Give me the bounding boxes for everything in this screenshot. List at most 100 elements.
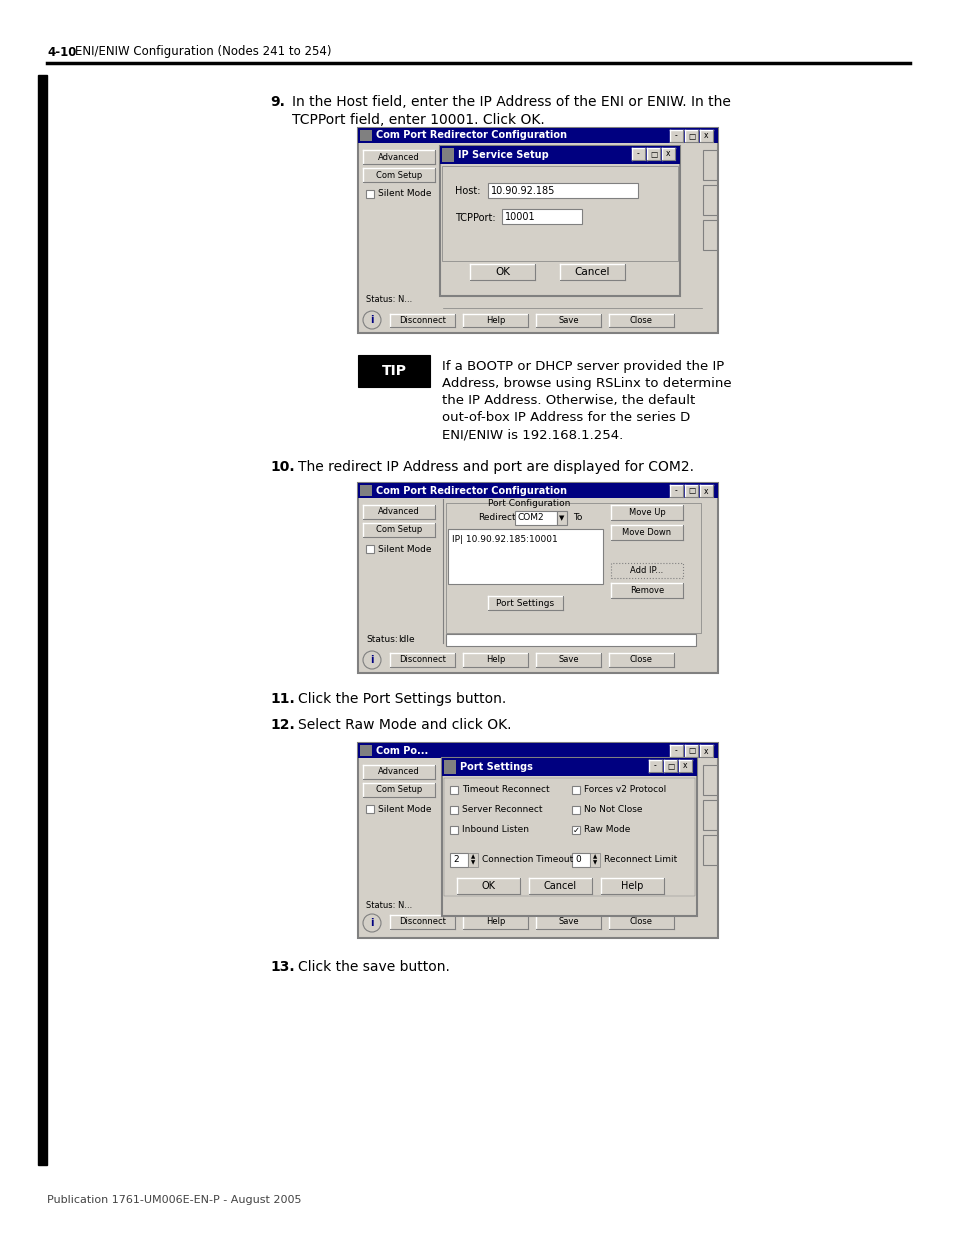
Bar (468, 853, 477, 867)
Bar (669, 130, 682, 142)
Text: The redirect IP Address and port are displayed for COM2.: The redirect IP Address and port are dis… (297, 459, 693, 474)
Bar (536, 915, 600, 929)
Text: Idle: Idle (397, 636, 415, 645)
Bar (572, 806, 579, 814)
Text: Forces v2 Protocol: Forces v2 Protocol (583, 785, 665, 794)
Text: Advanced: Advanced (377, 508, 419, 516)
Text: x: x (703, 746, 708, 756)
Text: IP| 10.90.92.185:10001: IP| 10.90.92.185:10001 (452, 535, 558, 543)
Text: 11.: 11. (270, 692, 294, 706)
Bar (366, 190, 374, 198)
Bar (38, 75, 47, 1165)
Text: ENI/ENIW is 192.168.1.254.: ENI/ENIW is 192.168.1.254. (441, 429, 622, 441)
Bar (572, 785, 579, 794)
Bar (684, 485, 698, 496)
Text: OK: OK (481, 881, 495, 890)
Text: OK: OK (495, 267, 510, 277)
Bar (439, 146, 679, 296)
Text: x: x (703, 487, 708, 495)
Text: In the Host field, enter the IP Address of the ENI or ENIW. In the: In the Host field, enter the IP Address … (292, 95, 730, 109)
Bar (363, 783, 435, 797)
Text: Close: Close (629, 316, 652, 325)
Bar (501, 209, 581, 224)
Bar (536, 653, 600, 667)
Text: -: - (675, 131, 678, 141)
Text: i: i (370, 918, 374, 927)
Bar (669, 745, 682, 757)
Bar (439, 146, 679, 164)
Text: Port Settings: Port Settings (496, 599, 554, 608)
Text: Save: Save (558, 918, 578, 926)
Bar (359, 130, 372, 141)
Bar (450, 806, 457, 814)
Text: Inbound Listen: Inbound Listen (461, 825, 529, 835)
Bar (702, 185, 717, 215)
Text: i: i (370, 315, 374, 325)
Bar (702, 220, 717, 249)
Text: ✓: ✓ (572, 825, 578, 835)
Text: Advanced: Advanced (377, 152, 419, 162)
Bar (357, 483, 718, 498)
Text: Port Configuration: Port Configuration (488, 499, 570, 508)
Text: Move Down: Move Down (621, 529, 671, 537)
Bar (441, 165, 678, 261)
Bar (661, 148, 675, 161)
Text: -: - (654, 762, 657, 771)
Text: 12.: 12. (270, 718, 294, 732)
Text: □: □ (687, 746, 695, 756)
Bar (572, 853, 589, 867)
Bar (684, 745, 698, 757)
Bar (515, 511, 557, 525)
Text: Timeout Reconnect: Timeout Reconnect (461, 785, 549, 794)
Bar (600, 878, 663, 894)
Bar (608, 653, 673, 667)
Text: COM2: COM2 (517, 514, 544, 522)
Text: If a BOOTP or DHCP server provided the IP: If a BOOTP or DHCP server provided the I… (441, 359, 723, 373)
Bar (702, 835, 717, 864)
Bar (462, 314, 527, 327)
Text: 4-10: 4-10 (47, 46, 76, 58)
Text: Remove: Remove (629, 585, 663, 595)
Bar (357, 128, 718, 143)
Text: ▲
▼: ▲ ▼ (471, 855, 475, 866)
Text: Com Port Redirector Configuration: Com Port Redirector Configuration (375, 485, 566, 495)
Text: Reconnect Limit: Reconnect Limit (603, 856, 677, 864)
Bar (390, 915, 455, 929)
Bar (363, 168, 435, 182)
Bar (456, 878, 519, 894)
Text: Move Up: Move Up (628, 508, 664, 517)
Text: Disconnect: Disconnect (398, 918, 445, 926)
Bar (366, 545, 374, 553)
Text: Redirect:: Redirect: (477, 514, 518, 522)
Bar (610, 583, 682, 598)
Text: Advanced: Advanced (377, 767, 419, 777)
Text: TIP: TIP (381, 364, 406, 378)
Text: Click the Port Settings button.: Click the Port Settings button. (297, 692, 506, 706)
Bar (648, 760, 661, 772)
Text: Save: Save (558, 316, 578, 325)
Text: Close: Close (629, 918, 652, 926)
Bar (448, 529, 602, 584)
Text: Port Settings: Port Settings (459, 762, 533, 772)
Bar (363, 149, 435, 164)
Text: 13.: 13. (270, 960, 294, 974)
Text: 9.: 9. (270, 95, 285, 109)
Bar (446, 503, 700, 634)
Text: -: - (675, 487, 678, 495)
Bar (357, 354, 430, 387)
Bar (390, 653, 455, 667)
Text: i: i (370, 655, 374, 664)
Text: Silent Mode: Silent Mode (377, 545, 431, 553)
Text: Publication 1761-UM006E-EN-P - August 2005: Publication 1761-UM006E-EN-P - August 20… (47, 1195, 301, 1205)
Bar (488, 597, 562, 610)
Text: IP Service Setup: IP Service Setup (457, 149, 548, 161)
Bar (700, 485, 712, 496)
Bar (702, 764, 717, 795)
Bar (529, 878, 592, 894)
Bar (702, 800, 717, 830)
Bar (357, 483, 718, 673)
Bar (462, 915, 527, 929)
Text: Status:: Status: (366, 636, 397, 645)
Text: ENI/ENIW Configuration (Nodes 241 to 254): ENI/ENIW Configuration (Nodes 241 to 254… (75, 46, 331, 58)
Bar (470, 264, 535, 280)
